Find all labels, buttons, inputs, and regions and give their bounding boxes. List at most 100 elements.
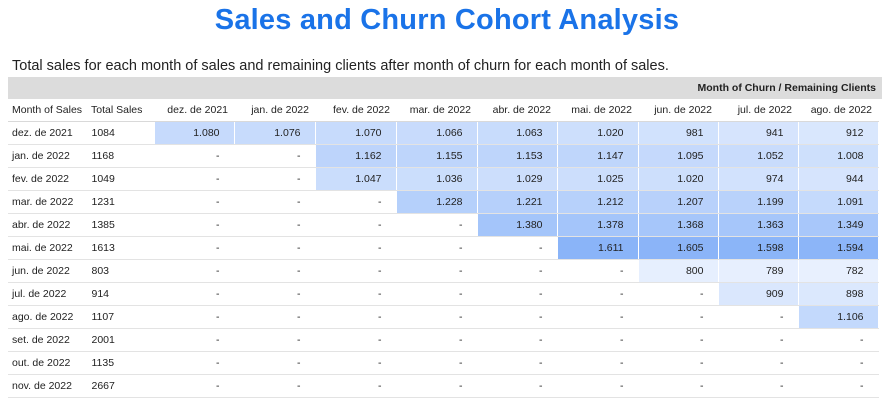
cohort-cell: - — [315, 282, 397, 306]
cohort-cell: - — [557, 374, 639, 398]
cohort-cell: 944 — [798, 167, 879, 191]
cohort-cell: 1.594 — [798, 236, 879, 260]
cohort-cell: 1.020 — [557, 121, 639, 145]
cohort-cell: - — [396, 328, 478, 352]
cohort-cell: - — [315, 236, 397, 260]
cohort-cell: - — [234, 167, 316, 191]
cohort-cell: 1.611 — [557, 236, 639, 260]
cohort-cell: - — [154, 236, 235, 260]
cohort-cell: - — [638, 305, 719, 329]
cohort-cell: - — [798, 328, 879, 352]
cohort-cell: - — [234, 328, 316, 352]
cohort-cell: - — [638, 328, 719, 352]
cohort-cell: 1.047 — [315, 167, 397, 191]
row-total-sales: 2667 — [87, 374, 155, 398]
header-month-of-sales[interactable]: Month of Sales — [8, 99, 87, 122]
cohort-cell: - — [234, 236, 316, 260]
cohort-cell: 1.070 — [315, 121, 397, 145]
cohort-cell: - — [234, 305, 316, 329]
row-total-sales: 1084 — [87, 121, 155, 145]
cohort-cell: - — [798, 374, 879, 398]
cohort-cell: 1.029 — [477, 167, 558, 191]
cohort-cell: - — [557, 259, 639, 283]
table-row: ago. de 2022 1107- - - - - - - -1.106 — [8, 305, 879, 329]
row-total-sales: 1385 — [87, 213, 155, 237]
cohort-cell: 898 — [798, 282, 879, 306]
row-month-of-sales: jan. de 2022 — [8, 144, 88, 168]
cohort-cell: 974 — [718, 167, 799, 191]
table-row: jun. de 2022 803- - - - - -800 789 782 — [8, 259, 879, 283]
cohort-cell: - — [477, 259, 558, 283]
cohort-cell: - — [396, 236, 478, 260]
cohort-cell: - — [154, 144, 235, 168]
cohort-cell: 1.368 — [638, 213, 719, 237]
table-row: jul. de 2022 914- - - - - - -909 898 — [8, 282, 879, 306]
column-group-header: Month of Churn / Remaining Clients — [8, 77, 882, 99]
cohort-cell: 1.091 — [798, 190, 879, 214]
cohort-cell: - — [315, 374, 397, 398]
cohort-cell: 1.025 — [557, 167, 639, 191]
row-total-sales: 1613 — [87, 236, 155, 260]
cohort-cell: - — [396, 374, 478, 398]
cohort-cell: - — [234, 259, 316, 283]
row-month-of-sales: jul. de 2022 — [8, 282, 88, 306]
header-churn-month[interactable]: mar. de 2022 — [396, 99, 477, 122]
cohort-cell: 800 — [638, 259, 719, 283]
table-row: nov. de 2022 2667- - - - - - - - - — [8, 374, 879, 398]
table-row: out. de 2022 1135- - - - - - - - - — [8, 351, 879, 375]
header-churn-month[interactable]: dez. de 2021 — [154, 99, 234, 122]
header-churn-month[interactable]: fev. de 2022 — [315, 99, 396, 122]
cohort-cell: 1.008 — [798, 144, 879, 168]
cohort-cell: - — [154, 328, 235, 352]
cohort-cell: 912 — [798, 121, 879, 145]
cohort-cell: 1.095 — [638, 144, 719, 168]
cohort-cell: 1.207 — [638, 190, 719, 214]
cohort-cell: - — [557, 328, 639, 352]
header-churn-month[interactable]: abr. de 2022 — [477, 99, 557, 122]
cohort-cell: - — [638, 351, 719, 375]
cohort-cell: - — [477, 351, 558, 375]
column-group-label[interactable]: Month of Churn / Remaining Clients — [697, 82, 877, 94]
cohort-cell: 1.605 — [638, 236, 719, 260]
cohort-cell: - — [396, 351, 478, 375]
table-header-row: Month of Sales Total Sales dez. de 2021 j… — [8, 99, 878, 122]
cohort-cell: - — [396, 259, 478, 283]
header-total-sales[interactable]: Total Sales — [87, 99, 154, 122]
cohort-cell: - — [477, 282, 558, 306]
cohort-cell: - — [234, 190, 316, 214]
cohort-cell: - — [718, 305, 799, 329]
header-churn-month[interactable]: jun. de 2022 — [638, 99, 718, 122]
cohort-cell: - — [154, 351, 235, 375]
row-total-sales: 1049 — [87, 167, 155, 191]
cohort-cell: - — [154, 167, 235, 191]
row-total-sales: 1168 — [87, 144, 155, 168]
cohort-cell: - — [315, 213, 397, 237]
cohort-cell: 1.228 — [396, 190, 478, 214]
cohort-cell: 1.147 — [557, 144, 639, 168]
cohort-cell: - — [154, 190, 235, 214]
table-row: mar. de 2022 1231- - -1.228 1.221 1.212 1.207 1… — [8, 190, 879, 214]
cohort-cell: - — [315, 190, 397, 214]
cohort-cell: 1.020 — [638, 167, 719, 191]
header-churn-month[interactable]: jan. de 2022 — [234, 99, 315, 122]
cohort-cell: - — [638, 374, 719, 398]
cohort-cell: - — [477, 305, 558, 329]
cohort-cell: 1.598 — [718, 236, 799, 260]
cohort-cell: 1.155 — [396, 144, 478, 168]
header-churn-month[interactable]: jul. de 2022 — [718, 99, 798, 122]
row-total-sales: 1231 — [87, 190, 155, 214]
header-churn-month[interactable]: ago. de 2022 — [798, 99, 878, 122]
header-churn-month[interactable]: mai. de 2022 — [557, 99, 638, 122]
row-month-of-sales: fev. de 2022 — [8, 167, 88, 191]
cohort-cell: 1.063 — [477, 121, 558, 145]
cohort-cell: 1.199 — [718, 190, 799, 214]
cohort-cell: 1.221 — [477, 190, 558, 214]
cohort-cell: - — [315, 259, 397, 283]
row-total-sales: 2001 — [87, 328, 155, 352]
report-subtitle: Total sales for each month of sales and … — [12, 58, 669, 74]
cohort-cell: 1.080 — [154, 121, 235, 145]
row-total-sales: 1107 — [87, 305, 155, 329]
row-month-of-sales: set. de 2022 — [8, 328, 88, 352]
cohort-cell: - — [718, 328, 799, 352]
cohort-cell: - — [154, 259, 235, 283]
